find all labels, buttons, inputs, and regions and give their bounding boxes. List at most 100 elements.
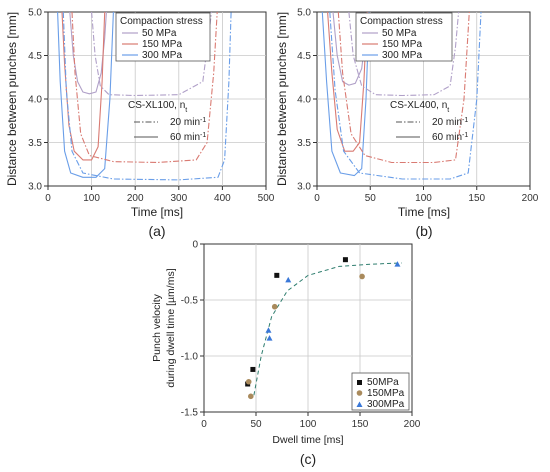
panel-c-point-150mpa bbox=[359, 273, 365, 280]
panel-c-xlabel: Dwell time [ms] bbox=[272, 434, 343, 446]
panel-b-xtick-label: 150 bbox=[468, 193, 485, 204]
panel-c-legend-square bbox=[357, 380, 362, 385]
panel-label-a: (a) bbox=[148, 223, 165, 239]
panel-c-ytick-label: -1.5 bbox=[181, 408, 199, 419]
panel-b-legend2: CS-XL400, nt 20 min-1 60 min-1 bbox=[390, 100, 468, 143]
panel-b-series-line bbox=[329, 11, 482, 180]
panel-c-xtick-label: 150 bbox=[352, 419, 369, 430]
panel-b-ytick-label: 4.0 bbox=[297, 95, 311, 106]
panel-a-ytick-label: 5.0 bbox=[28, 8, 42, 19]
panel-a-series-line bbox=[57, 11, 114, 178]
panel-b-yticks: 3.0 3.5 4.0 4.5 5.0 bbox=[297, 8, 317, 193]
panel-b-ylabel: Distance between punches [mm] bbox=[275, 12, 289, 186]
panel-b-xtick-label: 0 bbox=[314, 193, 320, 204]
panel-b-ytick-label: 4.5 bbox=[297, 51, 311, 62]
panel-label-b: (b) bbox=[415, 223, 432, 239]
panel-c-point-300mpa bbox=[285, 276, 292, 283]
panel-a-legend2-20-text: 20 min bbox=[170, 117, 200, 128]
panel-a-ytick-label: 3.0 bbox=[28, 182, 42, 193]
panel-c-point-300mpa bbox=[265, 327, 272, 333]
panel-a-legend2-title: CS-XL100, nt bbox=[128, 100, 187, 114]
panel-b-series-line bbox=[348, 11, 460, 97]
panel-a-ytick-label: 4.0 bbox=[28, 95, 42, 106]
panel-c-xtick-label: 0 bbox=[201, 419, 207, 430]
panel-b-legend2-20: 20 min-1 bbox=[432, 117, 468, 129]
panel-b-legend2-title-main: CS-XL400, n bbox=[390, 100, 447, 111]
panel-b-legend2-60: 60 min-1 bbox=[432, 132, 468, 144]
panel-b-legend2-title-sub: t bbox=[447, 107, 449, 114]
panel-b: 0 50 100 150 200 3.0 3.5 4.0 4.5 5.0 Time [ms] D… bbox=[275, 8, 539, 240]
panel-c-yticks: -1.5 -1.0 -0.5 0 bbox=[181, 240, 204, 419]
panel-a-xtick-label: 0 bbox=[45, 193, 51, 204]
panel-b-ytick-label: 5.0 bbox=[297, 8, 311, 19]
panel-label-c: (c) bbox=[300, 451, 316, 467]
panel-a-ytick-label: 3.5 bbox=[28, 138, 42, 149]
panel-a-xticks: 0 100 200 300 400 500 bbox=[45, 186, 275, 204]
panel-c-points bbox=[245, 257, 401, 400]
panel-a-legend2-title-main: CS-XL100, n bbox=[128, 100, 185, 111]
panel-b-xtick-label: 100 bbox=[415, 193, 432, 204]
panel-b-ytick-label: 3.5 bbox=[297, 138, 311, 149]
panel-b-legend2-20-text: 20 min bbox=[432, 117, 462, 128]
panel-b-series-line bbox=[337, 11, 470, 164]
panel-c: 0 50 100 150 200 -1.5 -1.0 -0.5 0 Dwell time [m… bbox=[151, 240, 421, 468]
panel-c-xtick-label: 50 bbox=[250, 419, 262, 430]
panel-a-xtick-label: 500 bbox=[258, 193, 275, 204]
panel-c-xtick-label: 100 bbox=[300, 419, 317, 430]
panel-b-legend: Compaction stress 50 MPa 150 MPa 300 MPa bbox=[355, 12, 453, 62]
panel-c-point-50mpa bbox=[342, 257, 348, 263]
panel-c-ytick-label: -1.0 bbox=[181, 352, 199, 363]
panel-c-point-300mpa bbox=[394, 261, 401, 267]
panel-a-legend: Compaction stress 50 MPa 150 MPa 300 MPa bbox=[115, 12, 211, 62]
panel-c-legend-circle bbox=[356, 390, 363, 396]
panel-a-xlabel: Time [ms] bbox=[131, 205, 183, 219]
panel-a-legend2-20: 20 min-1 bbox=[170, 117, 206, 129]
panel-a-legend2-60-sup: -1 bbox=[200, 132, 206, 139]
panel-a-xtick-label: 400 bbox=[214, 193, 231, 204]
panel-a-legend2: CS-XL100, nt 20 min-1 60 min-1 bbox=[128, 100, 206, 143]
panel-c-legend-300: 300MPa bbox=[367, 399, 405, 410]
panel-c-ylabel-line1: Punch velocity bbox=[151, 293, 163, 361]
panel-b-xticks: 0 50 100 150 200 bbox=[314, 186, 539, 204]
panel-a-legend2-title-sub: t bbox=[185, 107, 187, 114]
panel-c-point-150mpa bbox=[271, 303, 278, 310]
panel-c-xticks: 0 50 100 150 200 bbox=[201, 412, 421, 430]
panel-c-legend: 50MPa 150MPa 300MPa bbox=[351, 372, 410, 411]
panel-b-legend2-20-sup: -1 bbox=[462, 117, 468, 124]
panel-b-series-line bbox=[321, 11, 370, 177]
panel-a-legend-box bbox=[115, 12, 211, 62]
panel-a-series-line bbox=[62, 11, 232, 181]
panel-b-ytick-label: 3.0 bbox=[297, 182, 311, 193]
panel-a-xtick-label: 300 bbox=[170, 193, 187, 204]
panel-a-series bbox=[57, 11, 232, 181]
panel-b-legend-300: 300 MPa bbox=[382, 50, 422, 61]
panel-b-legend-box bbox=[355, 12, 453, 62]
panel-a-legend-150: 150 MPa bbox=[142, 39, 182, 50]
panel-a-xtick-label: 200 bbox=[127, 193, 144, 204]
panel-a-legend2-60: 60 min-1 bbox=[170, 132, 206, 144]
panel-a-series-line bbox=[61, 11, 106, 161]
panel-c-point-50mpa bbox=[274, 272, 280, 278]
panel-a-series-line bbox=[71, 11, 218, 164]
panel-c-legend-50: 50MPa bbox=[367, 377, 399, 388]
panel-b-legend2-title: CS-XL400, nt bbox=[390, 100, 449, 114]
panel-b-xtick-label: 50 bbox=[365, 193, 377, 204]
panel-c-ytick-label: 0 bbox=[192, 240, 198, 251]
panel-a-legend-50: 50 MPa bbox=[142, 28, 177, 39]
panel-b-xlabel: Time [ms] bbox=[398, 205, 450, 219]
panel-a-legend2-20-sup: -1 bbox=[200, 117, 206, 124]
panel-a-legend-300: 300 MPa bbox=[142, 50, 182, 61]
panel-c-ylabel-line2: during dwell time [µm/ms] bbox=[165, 268, 177, 387]
panel-b-legend-title: Compaction stress bbox=[360, 16, 443, 27]
panel-a: 0 100 200 300 400 500 3.0 3.5 4.0 4.5 5.0 Time [m… bbox=[5, 8, 275, 240]
panel-b-legend-150: 150 MPa bbox=[382, 39, 422, 50]
panel-c-xtick-label: 200 bbox=[404, 419, 421, 430]
panel-c-legend-triangle bbox=[356, 401, 363, 407]
panel-c-point-150mpa bbox=[245, 378, 252, 385]
panel-a-ytick-label: 4.5 bbox=[28, 51, 42, 62]
panel-b-xtick-label: 200 bbox=[522, 193, 539, 204]
panel-b-legend2-60-text: 60 min bbox=[432, 132, 462, 143]
panel-a-legend-title: Compaction stress bbox=[120, 16, 203, 27]
panel-a-ylabel: Distance between punches [mm] bbox=[5, 12, 19, 186]
